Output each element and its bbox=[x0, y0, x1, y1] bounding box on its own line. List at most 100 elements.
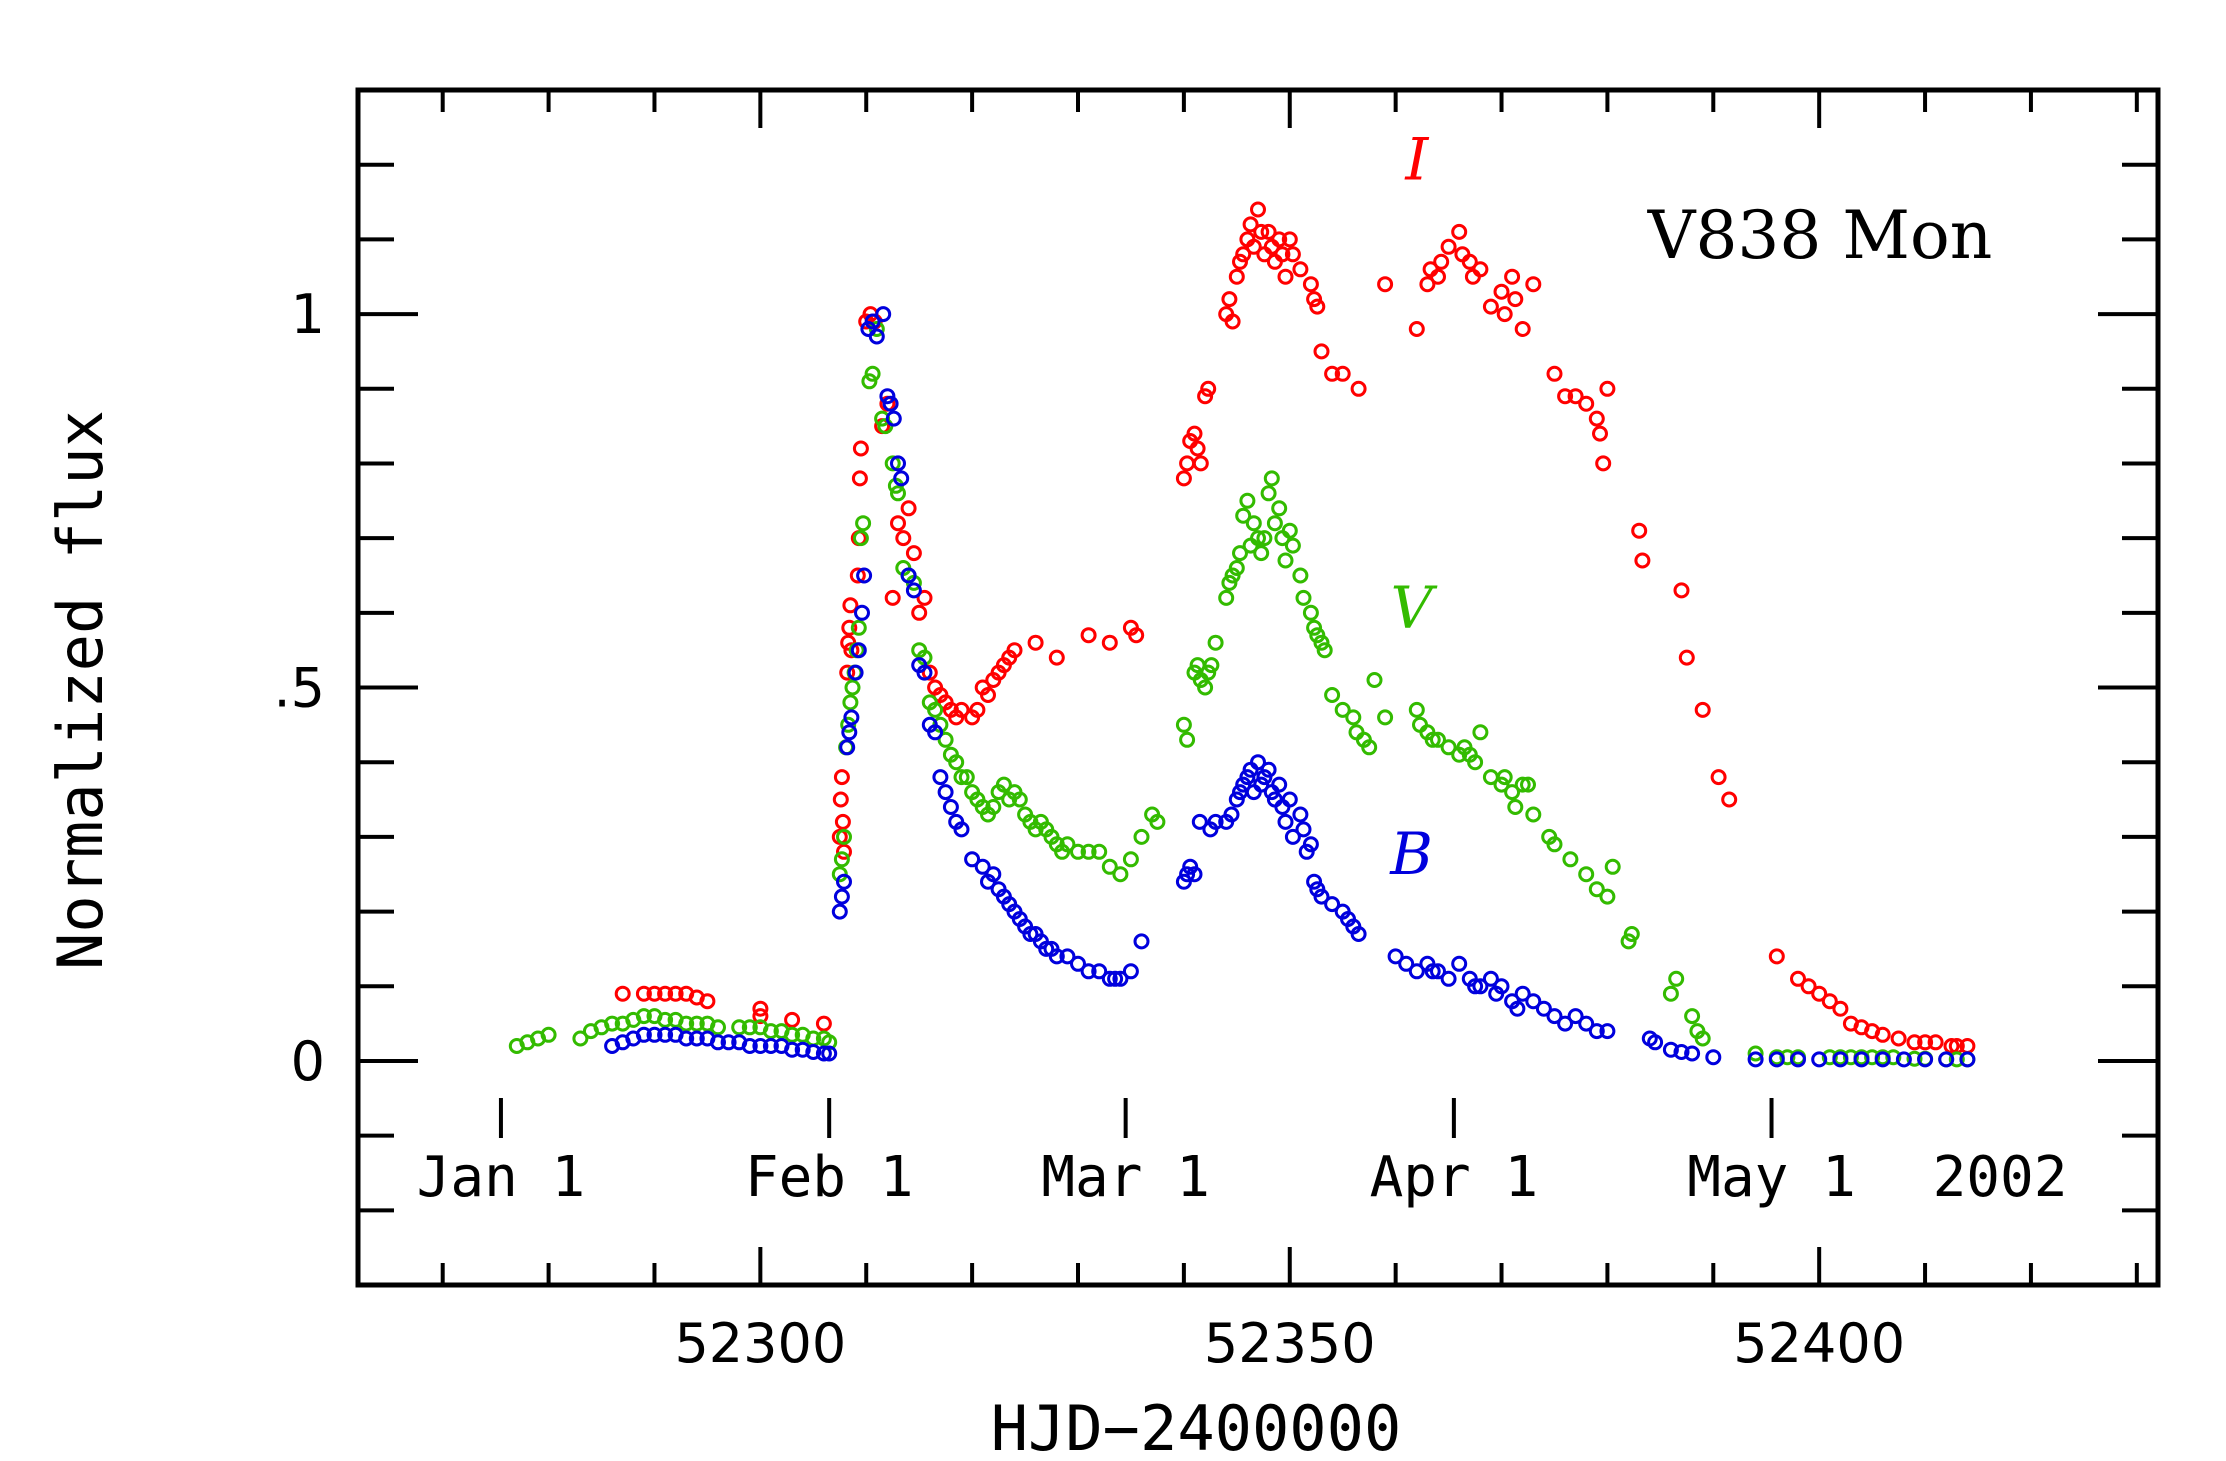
data-point-I bbox=[1306, 291, 1323, 308]
data-point-V bbox=[1263, 470, 1280, 487]
data-point-B bbox=[833, 888, 850, 905]
data-point-V bbox=[1232, 545, 1248, 562]
data-point-V bbox=[1694, 1030, 1711, 1047]
data-point-B bbox=[1440, 970, 1457, 987]
data-point-I bbox=[1186, 425, 1203, 442]
data-point-B bbox=[1260, 761, 1277, 778]
data-point-I bbox=[884, 589, 901, 606]
x-tick-label: 52400 bbox=[1733, 1312, 1905, 1375]
x-tick-label: 52350 bbox=[1204, 1312, 1376, 1375]
date-label: Jan 1 bbox=[417, 1145, 586, 1210]
data-point-I bbox=[1101, 634, 1118, 651]
data-point-V bbox=[1235, 507, 1252, 524]
data-point-B bbox=[1509, 1000, 1526, 1017]
data-point-V bbox=[1504, 784, 1521, 801]
y-tick-label: .5 bbox=[273, 657, 325, 720]
data-point-V bbox=[852, 530, 869, 547]
data-point-I bbox=[1334, 365, 1351, 382]
data-point-B bbox=[1662, 1041, 1679, 1058]
data-point-I bbox=[1927, 1034, 1944, 1051]
data-point-B bbox=[937, 784, 954, 801]
data-point-I bbox=[1377, 276, 1394, 293]
data-point-B bbox=[1832, 1051, 1849, 1068]
data-point-V bbox=[1200, 664, 1217, 681]
plot-frame bbox=[355, 87, 2161, 1288]
data-point-B bbox=[1091, 963, 1108, 980]
data-point-V bbox=[1245, 515, 1262, 532]
date-markers: Jan 1 Feb 1 Mar 1 Apr 1 May 1 bbox=[417, 1098, 1856, 1210]
data-point-I bbox=[1557, 388, 1574, 405]
data-point-I bbox=[1197, 388, 1214, 405]
series-label-I: I bbox=[1404, 126, 1429, 194]
data-point-V bbox=[1668, 970, 1685, 987]
data-point-V bbox=[1604, 858, 1621, 875]
data-point-I bbox=[1906, 1034, 1923, 1051]
data-point-I bbox=[1631, 522, 1648, 539]
data-point-I bbox=[1292, 261, 1309, 278]
data-point-I bbox=[1821, 993, 1838, 1010]
y-axis-title: Normalized flux bbox=[44, 410, 117, 970]
x-axis-title: HJD−2400000 bbox=[991, 1392, 1402, 1461]
data-point-V bbox=[572, 1030, 589, 1047]
data-point-I bbox=[1874, 1026, 1891, 1043]
data-point-B bbox=[688, 1030, 705, 1047]
data-point-I bbox=[851, 470, 868, 487]
data-point-B bbox=[841, 724, 858, 741]
data-point-I bbox=[1496, 306, 1513, 323]
data-point-V bbox=[1496, 769, 1513, 786]
data-point-B bbox=[831, 903, 848, 920]
data-point-V bbox=[864, 365, 881, 382]
data-point-V bbox=[762, 1023, 779, 1040]
data-point-V bbox=[1467, 754, 1484, 771]
data-point-I bbox=[842, 597, 859, 614]
data-point-I bbox=[1440, 238, 1457, 255]
year-label: 2002 bbox=[1933, 1145, 2068, 1210]
data-point-V bbox=[1260, 485, 1277, 502]
data-point-V bbox=[1292, 567, 1309, 584]
data-point-I bbox=[1592, 425, 1608, 442]
data-point-I bbox=[1235, 246, 1252, 263]
data-point-V bbox=[1112, 866, 1129, 883]
data-point-B bbox=[1451, 955, 1468, 972]
data-point-I bbox=[1266, 253, 1283, 270]
date-label: Apr 1 bbox=[1370, 1145, 1539, 1210]
data-point-V bbox=[635, 1008, 652, 1025]
data-point-B bbox=[1186, 866, 1203, 883]
data-point-V bbox=[1885, 1049, 1902, 1066]
data-point-I bbox=[969, 701, 986, 718]
data-point-V bbox=[958, 769, 975, 786]
data-point-B bbox=[1430, 963, 1446, 980]
data-point-I bbox=[890, 515, 906, 532]
data-point-V bbox=[1284, 537, 1301, 554]
data-point-V bbox=[1906, 1050, 1923, 1067]
series-label-V: V bbox=[1391, 574, 1438, 642]
data-point-I bbox=[1800, 978, 1817, 995]
data-point-B bbox=[890, 455, 906, 472]
data-point-V bbox=[1662, 985, 1679, 1002]
data-point-V bbox=[884, 455, 901, 472]
data-point-V bbox=[1221, 574, 1238, 591]
data-point-B bbox=[1567, 1008, 1584, 1025]
data-point-I bbox=[1192, 455, 1209, 472]
data-point-I bbox=[1634, 552, 1651, 569]
data-point-V bbox=[1366, 672, 1383, 688]
data-point-B bbox=[1467, 978, 1484, 995]
data-point-I bbox=[1260, 223, 1277, 240]
axis-ticks bbox=[358, 90, 2158, 1285]
data-point-B bbox=[1133, 933, 1150, 950]
data-point-I bbox=[1242, 216, 1259, 233]
data-point-V bbox=[1361, 739, 1378, 756]
data-point-I bbox=[1200, 380, 1217, 397]
data-point-I bbox=[836, 843, 852, 860]
data-point-V bbox=[953, 769, 970, 786]
data-point-I bbox=[1595, 455, 1612, 472]
data-point-I bbox=[1274, 246, 1291, 263]
data-point-I bbox=[635, 985, 652, 1002]
date-label: Mar 1 bbox=[1041, 1145, 1210, 1210]
data-point-I bbox=[699, 993, 716, 1010]
data-point-I bbox=[1721, 791, 1738, 808]
data-point-V bbox=[890, 485, 906, 502]
data-point-I bbox=[1419, 276, 1436, 293]
data-point-B bbox=[1250, 754, 1266, 771]
data-point-V bbox=[1203, 657, 1220, 674]
